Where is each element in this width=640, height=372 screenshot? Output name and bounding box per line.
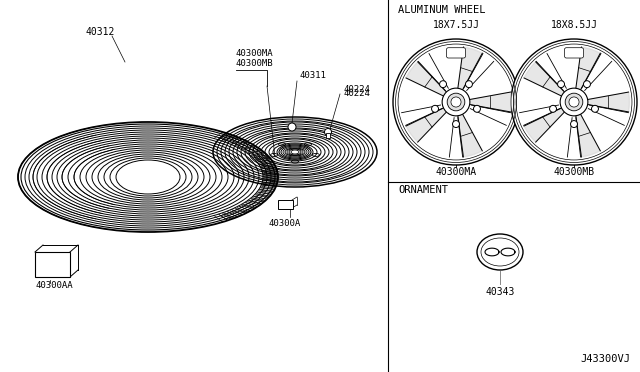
Circle shape bbox=[511, 39, 637, 165]
Circle shape bbox=[560, 88, 588, 116]
FancyBboxPatch shape bbox=[326, 133, 330, 138]
Polygon shape bbox=[468, 92, 511, 112]
Polygon shape bbox=[576, 47, 600, 91]
Circle shape bbox=[440, 81, 447, 88]
Polygon shape bbox=[524, 108, 565, 142]
Text: 18X8.5JJ: 18X8.5JJ bbox=[550, 20, 598, 30]
Circle shape bbox=[452, 121, 460, 128]
Text: 40224: 40224 bbox=[343, 86, 370, 94]
Circle shape bbox=[474, 105, 481, 112]
Circle shape bbox=[288, 123, 296, 131]
Circle shape bbox=[557, 81, 564, 88]
Circle shape bbox=[465, 81, 472, 88]
Circle shape bbox=[591, 105, 598, 112]
Text: 40343: 40343 bbox=[485, 287, 515, 297]
Ellipse shape bbox=[477, 234, 523, 270]
Text: 40311: 40311 bbox=[300, 71, 327, 80]
Circle shape bbox=[431, 105, 438, 112]
Text: 40224: 40224 bbox=[343, 90, 370, 99]
Polygon shape bbox=[406, 62, 447, 97]
Polygon shape bbox=[458, 47, 483, 91]
FancyBboxPatch shape bbox=[564, 48, 584, 58]
Circle shape bbox=[565, 93, 583, 111]
Circle shape bbox=[451, 97, 461, 107]
Text: 40300A: 40300A bbox=[269, 219, 301, 228]
Text: 40300MB: 40300MB bbox=[554, 167, 595, 177]
Text: ALUMINUM WHEEL: ALUMINUM WHEEL bbox=[398, 5, 486, 15]
Polygon shape bbox=[524, 62, 565, 97]
Text: 40300AA: 40300AA bbox=[35, 282, 72, 291]
Polygon shape bbox=[458, 113, 483, 157]
FancyBboxPatch shape bbox=[35, 252, 70, 277]
Polygon shape bbox=[576, 113, 600, 157]
FancyBboxPatch shape bbox=[447, 48, 465, 58]
Text: 40300MA: 40300MA bbox=[236, 49, 274, 58]
Circle shape bbox=[569, 97, 579, 107]
Circle shape bbox=[324, 128, 332, 135]
Text: 40312: 40312 bbox=[85, 27, 115, 37]
Circle shape bbox=[447, 93, 465, 111]
Text: 18X7.5JJ: 18X7.5JJ bbox=[433, 20, 479, 30]
Polygon shape bbox=[586, 92, 629, 112]
Circle shape bbox=[393, 39, 519, 165]
Text: ORNAMENT: ORNAMENT bbox=[398, 185, 448, 195]
Circle shape bbox=[550, 105, 557, 112]
Text: 40300MA: 40300MA bbox=[435, 167, 477, 177]
Circle shape bbox=[442, 88, 470, 116]
Polygon shape bbox=[406, 108, 447, 142]
Text: J43300VJ: J43300VJ bbox=[580, 354, 630, 364]
FancyBboxPatch shape bbox=[278, 199, 292, 208]
Text: 40300MB: 40300MB bbox=[236, 60, 274, 68]
Circle shape bbox=[570, 121, 577, 128]
Circle shape bbox=[584, 81, 591, 88]
